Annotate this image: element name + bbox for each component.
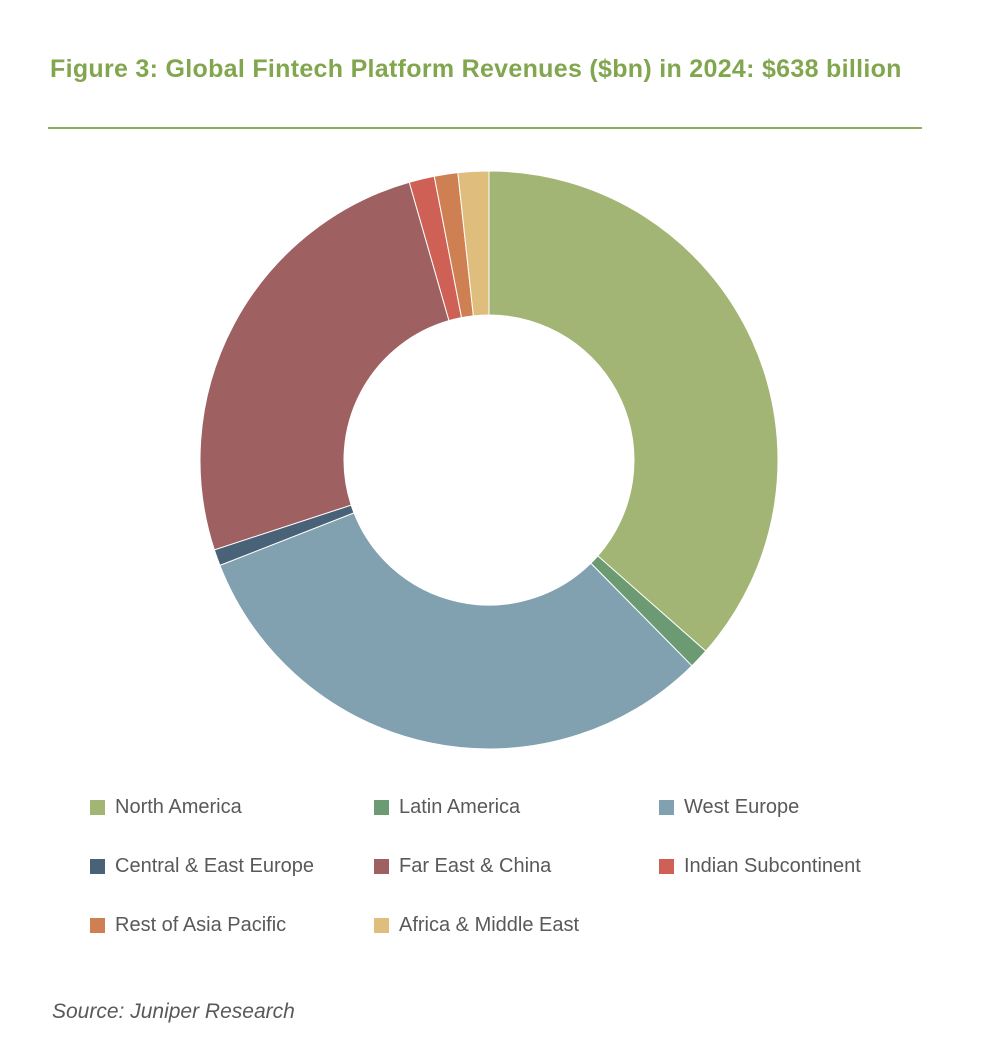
legend-swatch (374, 799, 389, 815)
legend-swatch (90, 858, 105, 874)
legend-item-west-europe: West Europe (659, 795, 799, 819)
legend-label: Rest of Asia Pacific (115, 913, 287, 936)
legend-item-far-east-and-china: Far East & China (374, 854, 551, 878)
slice-west-europe (219, 512, 693, 750)
legend-item-central-and-east-europe: Central & East Europe (90, 854, 314, 878)
legend-swatch (90, 799, 105, 815)
legend-swatch (374, 858, 389, 874)
legend-item-latin-america: Latin America (374, 795, 520, 819)
source-note: Source: Juniper Research (52, 1000, 295, 1023)
legend-item-africa-and-middle-east: Africa & Middle East (374, 913, 579, 937)
legend-label: Latin America (399, 795, 521, 818)
legend-item-rest-of-asia-pacific: Rest of Asia Pacific (90, 913, 286, 937)
donut-chart (199, 170, 779, 750)
legend-label: West Europe (684, 795, 800, 818)
slice-north-america (488, 170, 779, 652)
legend-item-indian-subcontinent: Indian Subcontinent (659, 854, 861, 878)
legend-swatch (90, 917, 105, 933)
legend-label: Africa & Middle East (399, 913, 580, 936)
legend-swatch (374, 917, 389, 933)
chart-title: Figure 3: Global Fintech Platform Revenu… (50, 55, 902, 83)
legend-label: Central & East Europe (115, 854, 314, 877)
chart-legend: North America Latin America West Europe Cen… (90, 795, 861, 937)
legend-swatch (659, 858, 674, 874)
slice-africa-and-middle-east (457, 170, 490, 317)
legend-swatch (659, 799, 674, 815)
legend-item-north-america: North America (90, 795, 242, 819)
slice-far-east-and-china (199, 181, 450, 551)
legend-label: Indian Subcontinent (684, 854, 861, 877)
legend-label: North America (115, 795, 242, 818)
title-divider (48, 127, 922, 129)
legend-label: Far East & China (399, 854, 552, 877)
